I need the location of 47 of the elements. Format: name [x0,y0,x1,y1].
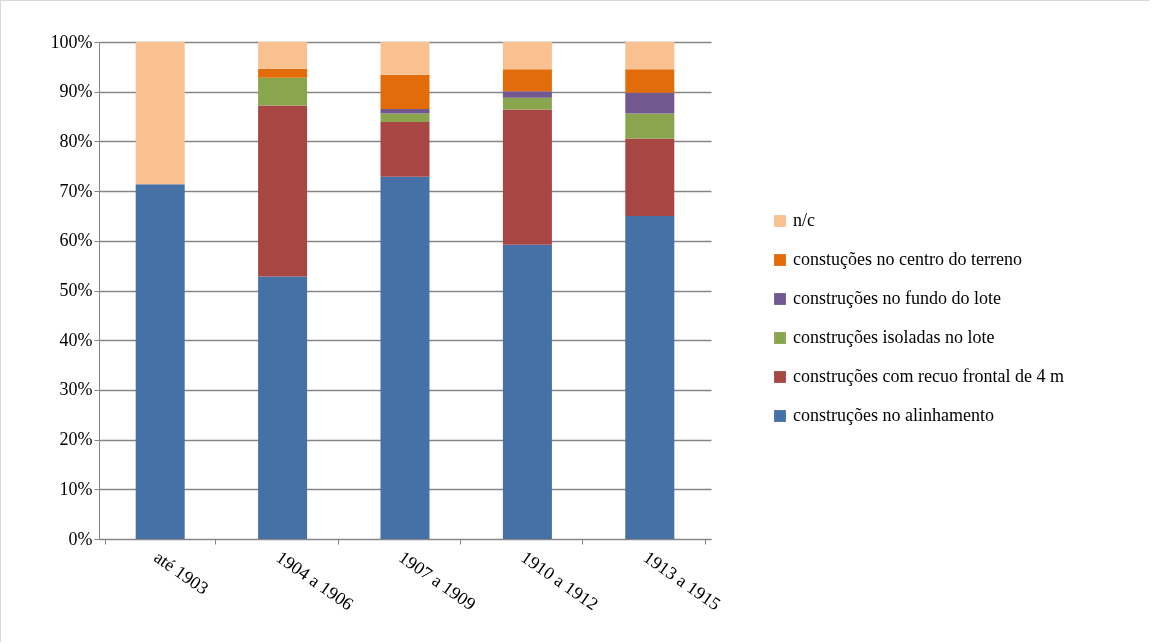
bar [625,215,675,539]
x-tick-label: 1910 a 1912 [517,546,602,615]
y-tick-label: 90% [59,81,93,102]
bar [380,122,430,177]
y-tick-label: 0% [68,528,93,549]
x-tick-label: 1904 a 1906 [272,546,358,615]
y-tick-label: 60% [59,230,93,251]
bar [502,244,552,539]
bar [502,109,552,245]
legend-label: constuções no centro do terreno [793,249,1022,269]
bar [380,109,430,114]
bar [625,138,675,216]
x-tick-label: até 1903 [150,546,213,599]
bar [258,77,308,106]
bar [258,105,308,277]
bar [380,42,430,75]
bar [258,42,308,69]
x-tick-label: 1913 a 1915 [639,546,725,615]
y-tick-label: 40% [59,329,93,350]
bar [502,42,552,70]
bar [625,92,675,114]
bar [380,74,430,110]
legend-label: construções no alinhamento [793,405,994,425]
legend-label: construções isoladas no lote [793,327,995,347]
legend-label: construções com recuo frontal de 4 m [793,366,1064,386]
y-tick-label: 80% [59,130,93,151]
bar [135,184,185,539]
y-tick-label: 20% [59,429,93,450]
bar [502,97,552,110]
bar [502,91,552,98]
bar [625,42,675,70]
x-tick-label: 1907 a 1909 [395,546,480,615]
bar [502,69,552,92]
bar [380,176,430,539]
bar [380,113,430,123]
bar [625,113,675,139]
y-tick-label: 100% [50,31,93,52]
bar [258,276,308,539]
legend-label: construções no fundo do lote [793,288,1001,308]
y-tick-label: 10% [59,478,93,499]
y-tick-label: 30% [59,379,93,400]
y-tick-label: 50% [59,280,93,300]
y-tick-label: 70% [59,180,93,201]
bar [258,68,308,78]
legend-label: n/c [793,210,815,230]
bar [135,42,185,185]
bar [625,69,675,93]
